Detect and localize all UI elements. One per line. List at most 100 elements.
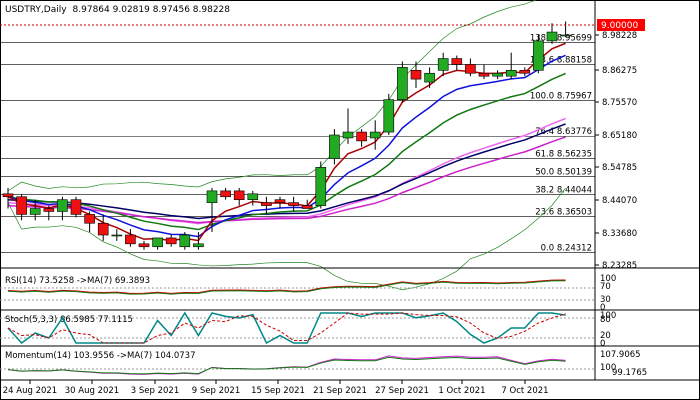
candle-body <box>84 214 95 224</box>
candlesticks <box>2 21 571 250</box>
candle-body <box>560 34 571 37</box>
price-axis-label: 8.44070 <box>602 196 637 206</box>
ohlc-values: 8.97864 9.02819 8.97456 8.98228 <box>73 5 231 15</box>
price-axis-label: 8.98228 <box>602 31 637 41</box>
candle-body <box>138 243 150 248</box>
time-axis-label: 3 Sep 2021 <box>131 386 179 396</box>
price-panel[interactable]: 138.2 8.95699 123.6 8.88158 100.0 8.75967 7… <box>0 0 645 380</box>
momentum-level-low: 99.1765 <box>612 368 647 378</box>
time-axis-labels: 24 Aug 2021 30 Aug 2021 3 Sep 2021 9 Sep 20… <box>3 380 549 396</box>
ma-blue-line <box>7 54 566 238</box>
stoch-level-80: 80 <box>600 315 611 325</box>
candle-body <box>16 196 27 215</box>
fib-level-label: 61.8 8.56235 <box>535 149 592 159</box>
momentum-level-high: 107.9065 <box>600 350 641 360</box>
moving-averages <box>7 0 566 291</box>
candle-body <box>29 208 41 215</box>
symbol-label: USDTRY,Daily <box>5 5 67 15</box>
fib-level-label: 50.0 8.50139 <box>535 167 592 177</box>
candle-body <box>519 69 531 74</box>
candle-body <box>410 69 422 80</box>
price-axis-label: 8.33680 <box>602 229 637 239</box>
time-axis-label: 30 Aug 2021 <box>65 386 119 396</box>
bollinger-lower-line <box>7 187 566 291</box>
fib-level-label: 123.6 8.88158 <box>530 56 592 66</box>
candle-body <box>193 243 204 248</box>
stochastic-panel[interactable]: Stoch(5,3,3) 86.5985 77.1115 100 80 20 0 <box>0 309 700 349</box>
candle-body <box>369 131 381 139</box>
candle-body <box>233 190 245 201</box>
price-axis-label: 8.23285 <box>602 261 637 271</box>
candle-body <box>43 208 55 212</box>
bollinger-upper-line <box>7 0 538 192</box>
candle-body <box>356 131 367 142</box>
current-price-badge <box>597 19 645 31</box>
candle-body <box>179 234 191 248</box>
time-axis-label: 1 Oct 2021 <box>438 386 485 396</box>
current-price-label: 9.00000 <box>601 21 638 31</box>
candle-body <box>546 31 558 42</box>
time-axis-label: 21 Sep 2021 <box>313 386 367 396</box>
candle-body <box>165 237 177 245</box>
stoch-label: Stoch(5,3,3) 86.5985 77.1115 <box>5 315 133 325</box>
rsi-line <box>7 279 566 294</box>
candle-body <box>437 58 449 71</box>
candle-body <box>111 234 123 237</box>
price-axis-label: 8.65180 <box>602 131 637 141</box>
ma-magenta-line <box>7 136 566 224</box>
candle-body <box>465 64 476 74</box>
ma-green-line <box>7 72 566 231</box>
price-axis-label: 8.86275 <box>602 66 637 76</box>
candle-body <box>329 134 340 159</box>
rsi-panel[interactable]: RSI(14) 73.5258 ->MA(7) 69.3893 100 70 3… <box>0 267 700 313</box>
rsi-level-0: 0 <box>600 303 605 313</box>
candle-body <box>152 237 163 248</box>
candle-body <box>288 202 299 206</box>
candle-body <box>397 67 408 101</box>
candle-body <box>2 193 14 198</box>
price-axis-labels: 8.98228 8.86275 8.75570 8.65180 8.54785 8.440… <box>595 31 637 271</box>
rsi-level-70: 70 <box>600 282 611 292</box>
candle-body <box>383 99 395 133</box>
candle-body <box>57 199 68 212</box>
stoch-level-0: 0 <box>600 339 605 349</box>
time-axis-label: 24 Aug 2021 <box>3 386 57 396</box>
candle-body <box>342 131 354 139</box>
candle-body <box>533 40 544 71</box>
candle-body <box>97 222 109 236</box>
rsi-level-100: 100 <box>600 274 616 284</box>
time-axis-label: 7 Oct 2021 <box>501 386 548 396</box>
candle-body <box>125 234 136 245</box>
time-axis-label: 27 Sep 2021 <box>375 386 429 396</box>
time-axis-label: 15 Sep 2021 <box>251 386 305 396</box>
chart-title: USDTRY,Daily 8.97864 9.02819 8.97456 8.98… <box>5 5 230 15</box>
stoch-level-20: 20 <box>600 331 611 341</box>
candle-body <box>505 69 517 77</box>
fib-level-label: 23.6 8.36503 <box>535 207 592 217</box>
candle-body <box>261 202 272 206</box>
momentum-ma-line <box>7 356 566 375</box>
candle-body <box>424 72 435 83</box>
rsi-label: RSI(14) 73.5258 ->MA(7) 69.3893 <box>5 276 150 286</box>
candle-body <box>70 199 82 215</box>
candle-body <box>301 205 313 209</box>
stoch-k-line <box>7 311 566 345</box>
momentum-level-100: 100 <box>600 363 616 373</box>
candle-body <box>451 58 463 65</box>
stoch-d-line <box>7 312 566 344</box>
rsi-ma-line <box>7 280 566 295</box>
momentum-panel[interactable]: Momentum(14) 103.9556 ->MA(7) 104.0737 1… <box>0 345 700 378</box>
candle-body <box>478 72 490 77</box>
fib-level-label: 100.0 8.75967 <box>530 91 592 101</box>
price-axis-label: 8.75570 <box>602 98 637 108</box>
price-axis-label: 8.54785 <box>602 163 637 173</box>
fibonacci-levels: 138.2 8.95699 123.6 8.88158 100.0 8.75967 7… <box>0 33 595 253</box>
momentum-label: Momentum(14) 103.9556 ->MA(7) 104.0737 <box>5 351 195 361</box>
fib-level-label: 0.0 8.24312 <box>541 243 592 253</box>
stoch-level-100: 100 <box>600 311 616 321</box>
time-axis-label: 9 Sep 2021 <box>192 386 240 396</box>
candle-body <box>247 193 259 201</box>
candle-body <box>220 190 231 198</box>
